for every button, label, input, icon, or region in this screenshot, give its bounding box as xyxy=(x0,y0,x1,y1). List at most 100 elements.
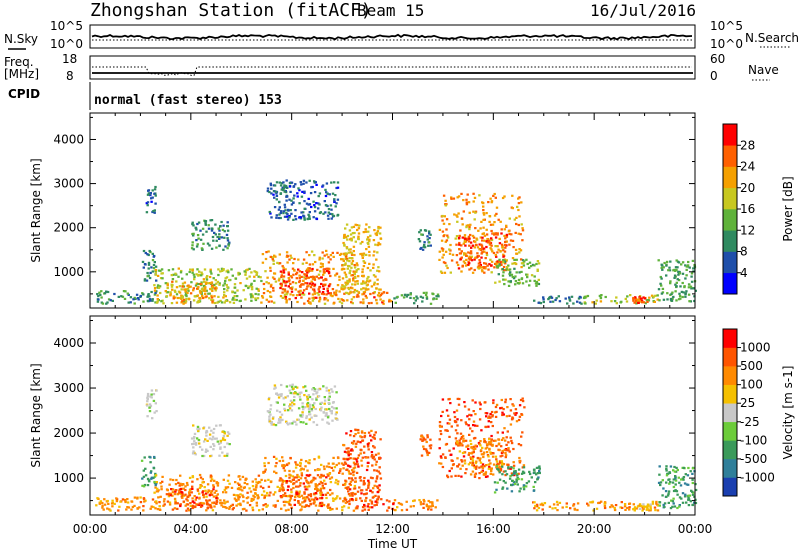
y-tick-label: 1000 xyxy=(53,265,84,279)
colorbar-swatch xyxy=(723,347,737,367)
colorbar-tick-label: 100 xyxy=(740,378,763,392)
power-echo-region xyxy=(266,179,340,221)
colorbar-swatch xyxy=(723,187,737,210)
power-echo-region xyxy=(657,259,697,303)
colorbar-swatch xyxy=(723,272,737,295)
power-echo-region xyxy=(165,280,218,303)
velocity-echo-region xyxy=(657,465,698,510)
nave-trace xyxy=(92,66,692,76)
power-echo-region xyxy=(455,232,509,270)
freq-tick-bottom: 8 xyxy=(66,69,74,83)
colorbar-tick-label: -100 xyxy=(740,433,767,447)
x-tick-label: 16:00 xyxy=(476,522,511,536)
power-echo-region xyxy=(153,267,264,305)
colorbar-swatch xyxy=(723,124,737,146)
velocity-xlabel: Time UT xyxy=(367,537,418,551)
power-colorbar: 4 8 12 16 20 24 28 Power [dB] xyxy=(722,123,795,295)
cpid-label: CPID xyxy=(8,87,40,101)
nave-label: Nave xyxy=(748,63,779,77)
power-echo-region xyxy=(417,229,432,251)
colorbar-swatch xyxy=(723,421,737,441)
freq-label-line2: [MHz] xyxy=(4,67,39,81)
x-tick-label: 08:00 xyxy=(274,522,309,536)
colorbar-swatch xyxy=(723,384,737,404)
velocity-echo-region xyxy=(95,496,157,512)
y-tick-label: 4000 xyxy=(53,132,84,146)
colorbar-tick-label: 500 xyxy=(740,359,763,373)
colorbar-swatch xyxy=(723,209,737,231)
colorbar-tick-label: -500 xyxy=(740,452,767,466)
y-tick-label: 3000 xyxy=(53,177,84,191)
colorbar-swatch xyxy=(723,166,737,189)
power-echo-region xyxy=(261,249,357,305)
cpid-value: normal (fast stereo) 153 xyxy=(94,93,282,108)
velocity-echo-region xyxy=(632,503,652,512)
velocity-echo-region xyxy=(532,500,580,512)
colorbar-tick-label: 12 xyxy=(740,223,755,237)
x-tick-label: 04:00 xyxy=(174,522,209,536)
velocity-echo-region xyxy=(165,487,219,510)
nsky-panel: N.Sky 10^5 10^0 10^5 10^0 N.Search xyxy=(4,19,799,51)
date-label: 16/Jul/2016 xyxy=(590,1,696,20)
colorbar-tick-label: -25 xyxy=(740,415,760,429)
nave-tick-bottom: 0 xyxy=(710,69,718,83)
velocity-echo-region xyxy=(190,424,231,458)
power-echo-region xyxy=(96,290,160,305)
power-echo-region xyxy=(342,223,383,296)
velocity-echo-region xyxy=(419,434,433,457)
velocity-echo-region xyxy=(266,383,339,427)
power-echo-region xyxy=(141,249,158,282)
colorbar-swatch xyxy=(723,251,737,274)
y-tick-label: 2000 xyxy=(53,426,84,440)
x-tick-label: 00:00 xyxy=(73,522,108,536)
y-tick-label: 3000 xyxy=(53,381,84,395)
power-echo-region xyxy=(355,290,393,305)
nsearch-tick-top: 10^5 xyxy=(710,19,743,33)
colorbar-tick-label: 16 xyxy=(740,202,755,216)
colorbar-tick-label: 25 xyxy=(740,396,755,410)
colorbar-swatch xyxy=(723,329,737,348)
velocity-echo-region xyxy=(493,465,541,494)
power-echo-region xyxy=(632,296,649,304)
nsky-label: N.Sky xyxy=(4,32,38,46)
x-tick-label: 00:00 xyxy=(678,522,713,536)
colorbar-swatch xyxy=(723,403,737,423)
power-echo-region xyxy=(145,185,157,214)
velocity-data xyxy=(95,383,698,512)
power-echo-region xyxy=(582,294,659,305)
figure-title: Zhongshan Station (fitACF) xyxy=(90,0,372,21)
colorbar-tick-label: 4 xyxy=(740,266,748,280)
nsky-tick-top: 10^5 xyxy=(50,19,83,33)
x-tick-label: 12:00 xyxy=(375,522,410,536)
nsky-tick-bottom: 10^0 xyxy=(50,37,83,51)
velocity-echo-region xyxy=(393,498,439,512)
velocity-echo-region xyxy=(342,428,383,503)
x-tick-label: 20:00 xyxy=(577,522,612,536)
velocity-echo-region xyxy=(438,397,526,480)
colorbar-swatch xyxy=(723,440,737,460)
velocity-colorbar-label: Velocity [m s-1] xyxy=(781,366,795,460)
velocity-echo-region xyxy=(455,437,508,476)
velocity-ylabel: Slant Range [km] xyxy=(29,363,43,467)
colorbar-tick-label: 8 xyxy=(740,245,748,259)
power-frame xyxy=(89,112,696,309)
freq-panel: Freq. [MHz] 18 8 60 0 Nave xyxy=(4,52,779,83)
y-tick-label: 4000 xyxy=(53,336,84,350)
power-echo-region xyxy=(190,219,231,251)
y-tick-label: 1000 xyxy=(53,471,84,485)
power-colorbar-label: Power [dB] xyxy=(781,176,795,241)
colorbar-swatch xyxy=(723,366,737,385)
cpid-panel: CPID normal (fast stereo) 153 xyxy=(8,82,282,110)
power-panel: 1000 2000 3000 4000 Slant Range [km] 4 8 12 16 20… xyxy=(29,112,795,309)
nave-tick-top: 60 xyxy=(710,52,725,66)
colorbar-swatch xyxy=(723,477,737,497)
power-echo-region xyxy=(533,295,583,305)
velocity-echo-region xyxy=(354,496,395,512)
colorbar-swatch xyxy=(723,458,737,478)
colorbar-tick-label: 1000 xyxy=(740,341,771,355)
colorbar-tick-label: -1000 xyxy=(740,470,775,484)
velocity-echo-region xyxy=(279,473,332,508)
nsky-trace xyxy=(91,33,693,41)
velocity-panel: 1000 2000 3000 4000 Slant Range [km] 00:00 04:… xyxy=(29,315,795,551)
